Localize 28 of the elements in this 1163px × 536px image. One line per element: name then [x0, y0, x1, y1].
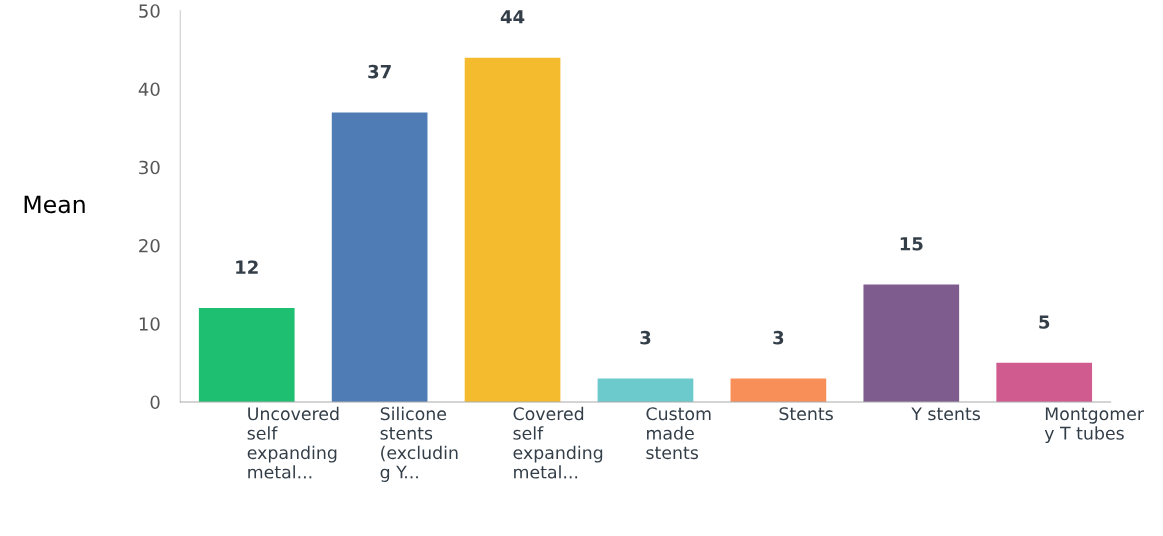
x-tick-label: Uncovered self expanding metal... — [247, 406, 339, 479]
bar — [331, 112, 428, 402]
y-tick-label: 10 — [139, 317, 160, 331]
bar — [996, 362, 1093, 402]
data-label: 15 — [900, 237, 923, 251]
y-tick-label: 20 — [139, 238, 160, 253]
data-label: 37 — [368, 64, 391, 79]
bar — [863, 284, 960, 402]
data-label: 3 — [640, 330, 651, 345]
x-tick-label: Custom made stents — [646, 407, 711, 460]
x-tick-label: Covered self expanding metal... — [513, 406, 603, 479]
bar — [597, 378, 694, 402]
y-tick-label: 40 — [138, 82, 160, 97]
y-tick-label: 0 — [150, 395, 160, 410]
bar — [464, 57, 561, 402]
x-tick-label: Y stents — [911, 407, 980, 421]
data-label: 44 — [500, 10, 525, 24]
bar — [730, 378, 827, 402]
data-label: 3 — [773, 330, 784, 345]
x-tick-label: Silicone stents (excludin g Y... — [380, 406, 458, 482]
y-tick-label: 50 — [139, 4, 160, 18]
x-tick-label: Stents — [779, 407, 833, 421]
data-label: 12 — [236, 260, 258, 274]
bar — [198, 308, 295, 402]
data-label: 5 — [1039, 315, 1050, 329]
y-tick-label: 30 — [139, 160, 160, 175]
y-axis-title: Mean — [24, 195, 85, 214]
x-tick-label: Montgomer y T tubes — [1044, 407, 1144, 444]
